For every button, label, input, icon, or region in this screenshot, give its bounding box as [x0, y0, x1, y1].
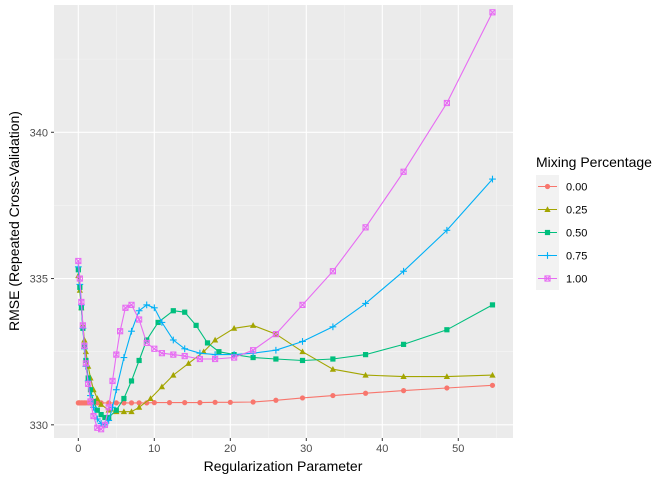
data-point — [182, 400, 187, 405]
data-point — [129, 400, 134, 405]
legend-title: Mixing Percentage — [536, 154, 652, 170]
legend-label: 0.50 — [566, 228, 587, 240]
x-tick-label: 40 — [376, 443, 388, 455]
data-point — [114, 400, 119, 405]
legend: Mixing Percentage 0.00 0.25 0.50 0.75 1.00 — [536, 154, 652, 290]
data-point — [330, 393, 335, 398]
data-point — [490, 383, 495, 388]
x-tick-label: 20 — [224, 443, 236, 455]
data-point — [171, 308, 176, 313]
plot-panel — [54, 5, 513, 438]
data-point — [216, 349, 221, 354]
data-point — [121, 396, 126, 401]
data-point — [167, 400, 172, 405]
legend-label: 0.75 — [566, 251, 587, 263]
data-point — [444, 327, 449, 332]
y-tick-label: 340 — [30, 127, 48, 139]
data-point — [114, 408, 119, 413]
data-point — [273, 356, 278, 361]
data-point — [363, 391, 368, 396]
legend-label: 0.00 — [566, 182, 587, 194]
legend-label: 0.25 — [566, 205, 587, 217]
legend-label: 1.00 — [566, 274, 587, 286]
y-tick-label: 330 — [30, 420, 48, 432]
data-point — [273, 398, 278, 403]
legend-key-0.00 — [536, 175, 559, 198]
data-point — [444, 385, 449, 390]
data-point — [137, 358, 142, 363]
legend-key-marker — [545, 230, 550, 235]
x-tick-label: 50 — [452, 443, 464, 455]
data-point — [330, 356, 335, 361]
data-point — [300, 395, 305, 400]
x-tick-label: 10 — [148, 443, 160, 455]
data-point — [205, 340, 210, 345]
data-point — [197, 400, 202, 405]
data-point — [363, 352, 368, 357]
legend-key-marker — [545, 184, 550, 189]
data-point — [251, 399, 256, 404]
data-point — [228, 400, 233, 405]
data-point — [129, 378, 134, 383]
y-tick-label: 335 — [30, 274, 48, 286]
data-point — [401, 388, 406, 393]
data-point — [213, 400, 218, 405]
data-point — [182, 310, 187, 315]
data-point — [401, 342, 406, 347]
x-axis-title: Regularization Parameter — [204, 458, 363, 474]
legend-key-1.00 — [536, 267, 559, 290]
legend-key-0.25 — [536, 198, 559, 221]
legend-key-0.50 — [536, 221, 559, 244]
data-point — [300, 358, 305, 363]
y-axis-title: RMSE (Repeated Cross-Validation) — [6, 111, 22, 331]
legend-key-0.75 — [536, 244, 559, 267]
x-tick-label: 0 — [75, 443, 81, 455]
data-point — [194, 323, 199, 328]
data-point — [490, 302, 495, 307]
x-tick-label: 30 — [300, 443, 312, 455]
